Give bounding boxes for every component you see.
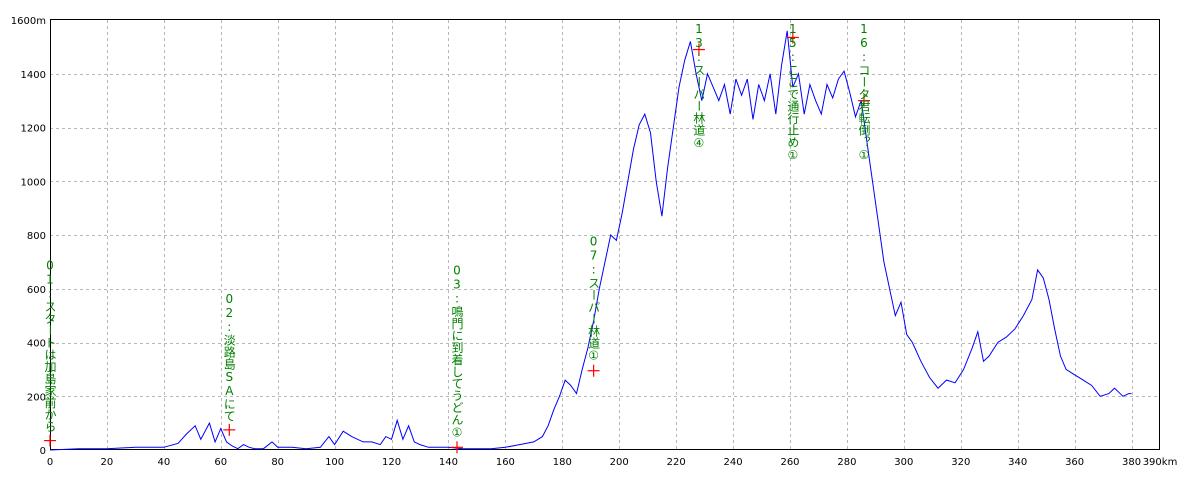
waypoint-label: 07:スーパー林道① [587,235,601,363]
x-tick-label: 0 [47,457,53,468]
x-tick-label: 20 [101,457,114,468]
x-tick-label: 80 [271,457,284,468]
x-tick-label: 280 [837,457,856,468]
waypoint-label: 01:スタートは加島家前から [43,259,57,433]
x-tick-label: 320 [951,457,970,468]
x-tick-label: 180 [553,457,572,468]
waypoint-marker: 03:鳴門に到着してうどん① [450,263,464,454]
x-tick-label: 100 [325,457,344,468]
waypoint-label: 15:ここで通行止め① [786,22,800,162]
y-tick-label: 1200 [21,124,46,135]
y-tick-label: 800 [27,231,46,242]
y-tick-label: 400 [27,339,46,350]
x-tick-label: 160 [496,457,515,468]
x-tick-label: 240 [724,457,743,468]
plot-frame [50,19,1160,450]
elevation-line [49,30,1132,451]
axis-tick-labels: 0 20 40 60 80 100 120 140 160 180 200 220 240 260 280 3… [11,16,1178,468]
x-tick-label: 40 [157,457,170,468]
y-tick-label: 600 [27,285,46,296]
x-tick-label: 340 [1008,457,1027,468]
x-tick-label: 60 [214,457,227,468]
x-tick-label: 140 [439,457,458,468]
grid-lines [50,20,1160,450]
series-layer [49,30,1132,451]
y-tick-label: 200 [27,392,46,403]
x-tick-label: 360 [1065,457,1084,468]
waypoint-marker: 02:淡路島SAにて [222,292,236,436]
waypoint-label: 16:コータ君転倒？① [857,22,871,162]
waypoint-marker: 13:スーパー林道④ [692,22,706,150]
x-tick-label-end: 390km [1143,457,1178,468]
waypoint-label: 13:スーパー林道④ [692,22,706,150]
y-tick-label: 1000 [21,177,46,188]
x-tick-label: 300 [894,457,913,468]
waypoint-label: 03:鳴門に到着してうどん① [450,263,464,439]
waypoint-label: 02:淡路島SAにて [222,292,236,422]
x-tick-label: 380 [1122,457,1141,468]
y-tick-label: 1600m [11,16,46,27]
waypoint-marker: 01:スタートは加島家前から [43,259,57,447]
x-tick-label: 200 [610,457,629,468]
x-tick-label: 260 [780,457,799,468]
waypoint-annotations: 01:スタートは加島家前から 02:淡路島SAにて 03:鳴門に到着してうどん① 07… [43,22,871,454]
x-tick-label: 120 [382,457,401,468]
x-tick-label: 220 [667,457,686,468]
waypoint-marker: 15:ここで通行止め① [786,22,800,162]
y-tick-label: 1400 [21,70,46,81]
y-tick-label: 0 [40,446,46,457]
waypoint-marker: 16:コータ君転倒？① [857,22,871,162]
waypoint-marker: 07:スーパー林道① [587,235,601,377]
